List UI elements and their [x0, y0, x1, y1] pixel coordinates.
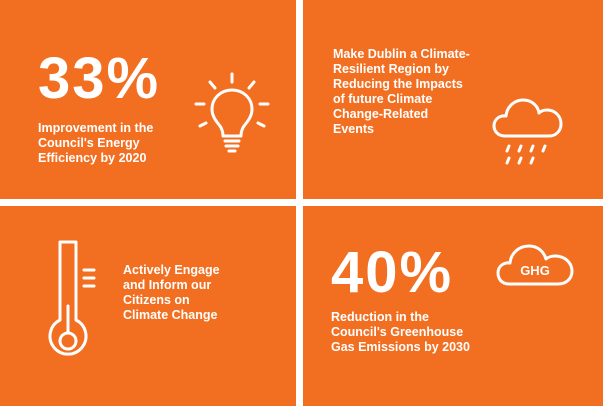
engage-citizens-tile: Actively Engage and Inform our Citizens … [0, 206, 296, 406]
ghg-reduction-tile: 40% GHG Reduction in the Council's Green… [303, 206, 603, 406]
ghg-cloud-icon: GHG [495, 240, 577, 290]
ghg-label: GHG [520, 263, 550, 278]
goal-description: Actively Engage and Inform our Citizens … [123, 263, 220, 322]
thermometer-icon [48, 236, 102, 366]
stat-value: 33% [38, 46, 161, 111]
stat-description: Improvement in the Council's Energy Effi… [38, 121, 154, 165]
lightbulb-icon [192, 68, 272, 158]
energy-efficiency-tile: 33% Improvement in the Council's Energy … [0, 0, 296, 199]
goal-description: Make Dublin a Climate- Resilient Region … [333, 47, 470, 136]
rain-cloud-icon [491, 94, 565, 170]
stat-description: Reduction in the Council's Greenhouse Ga… [331, 310, 470, 354]
climate-resilience-tile: Make Dublin a Climate- Resilient Region … [303, 0, 603, 199]
stat-value: 40% [331, 240, 454, 305]
